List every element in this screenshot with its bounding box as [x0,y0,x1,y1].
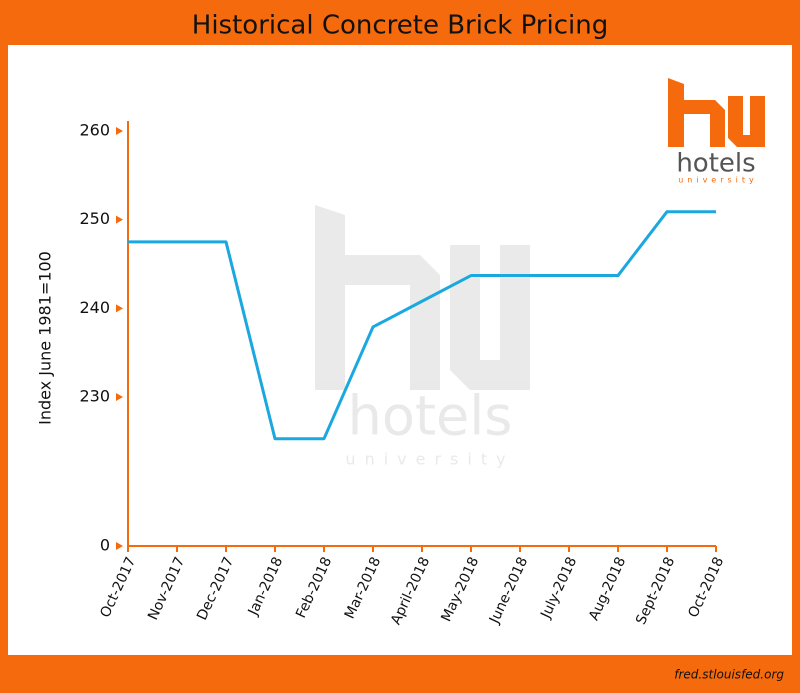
y-tick-mark [116,542,123,550]
y-tick-mark [116,215,123,224]
y-axis-label: Index June 1981=100 [36,251,55,425]
chart-title: Historical Concrete Brick Pricing [192,11,608,41]
logo-tagline: university [678,176,758,185]
source: fred.stlouisfed.org [674,668,784,682]
y-tick-label: 260 [79,121,110,140]
watermark-tagline: university [345,450,514,469]
panel [8,45,792,655]
y-tick-label: 240 [79,298,110,317]
y-tick-mark [116,304,123,313]
logo-name: hotels [676,149,755,179]
y-tick-label: 0 [100,536,110,555]
watermark-mark [315,205,530,390]
logo-mark [668,78,765,147]
watermark: hotels university [315,205,530,469]
watermark-name: hotels [348,385,513,448]
logo: hotels university [668,78,765,185]
series-line [128,210,716,441]
y-tick-label: 230 [79,387,110,406]
y-tick-mark [116,393,123,402]
y-tick-label: 250 [79,209,110,228]
y-tick-mark [116,127,123,135]
